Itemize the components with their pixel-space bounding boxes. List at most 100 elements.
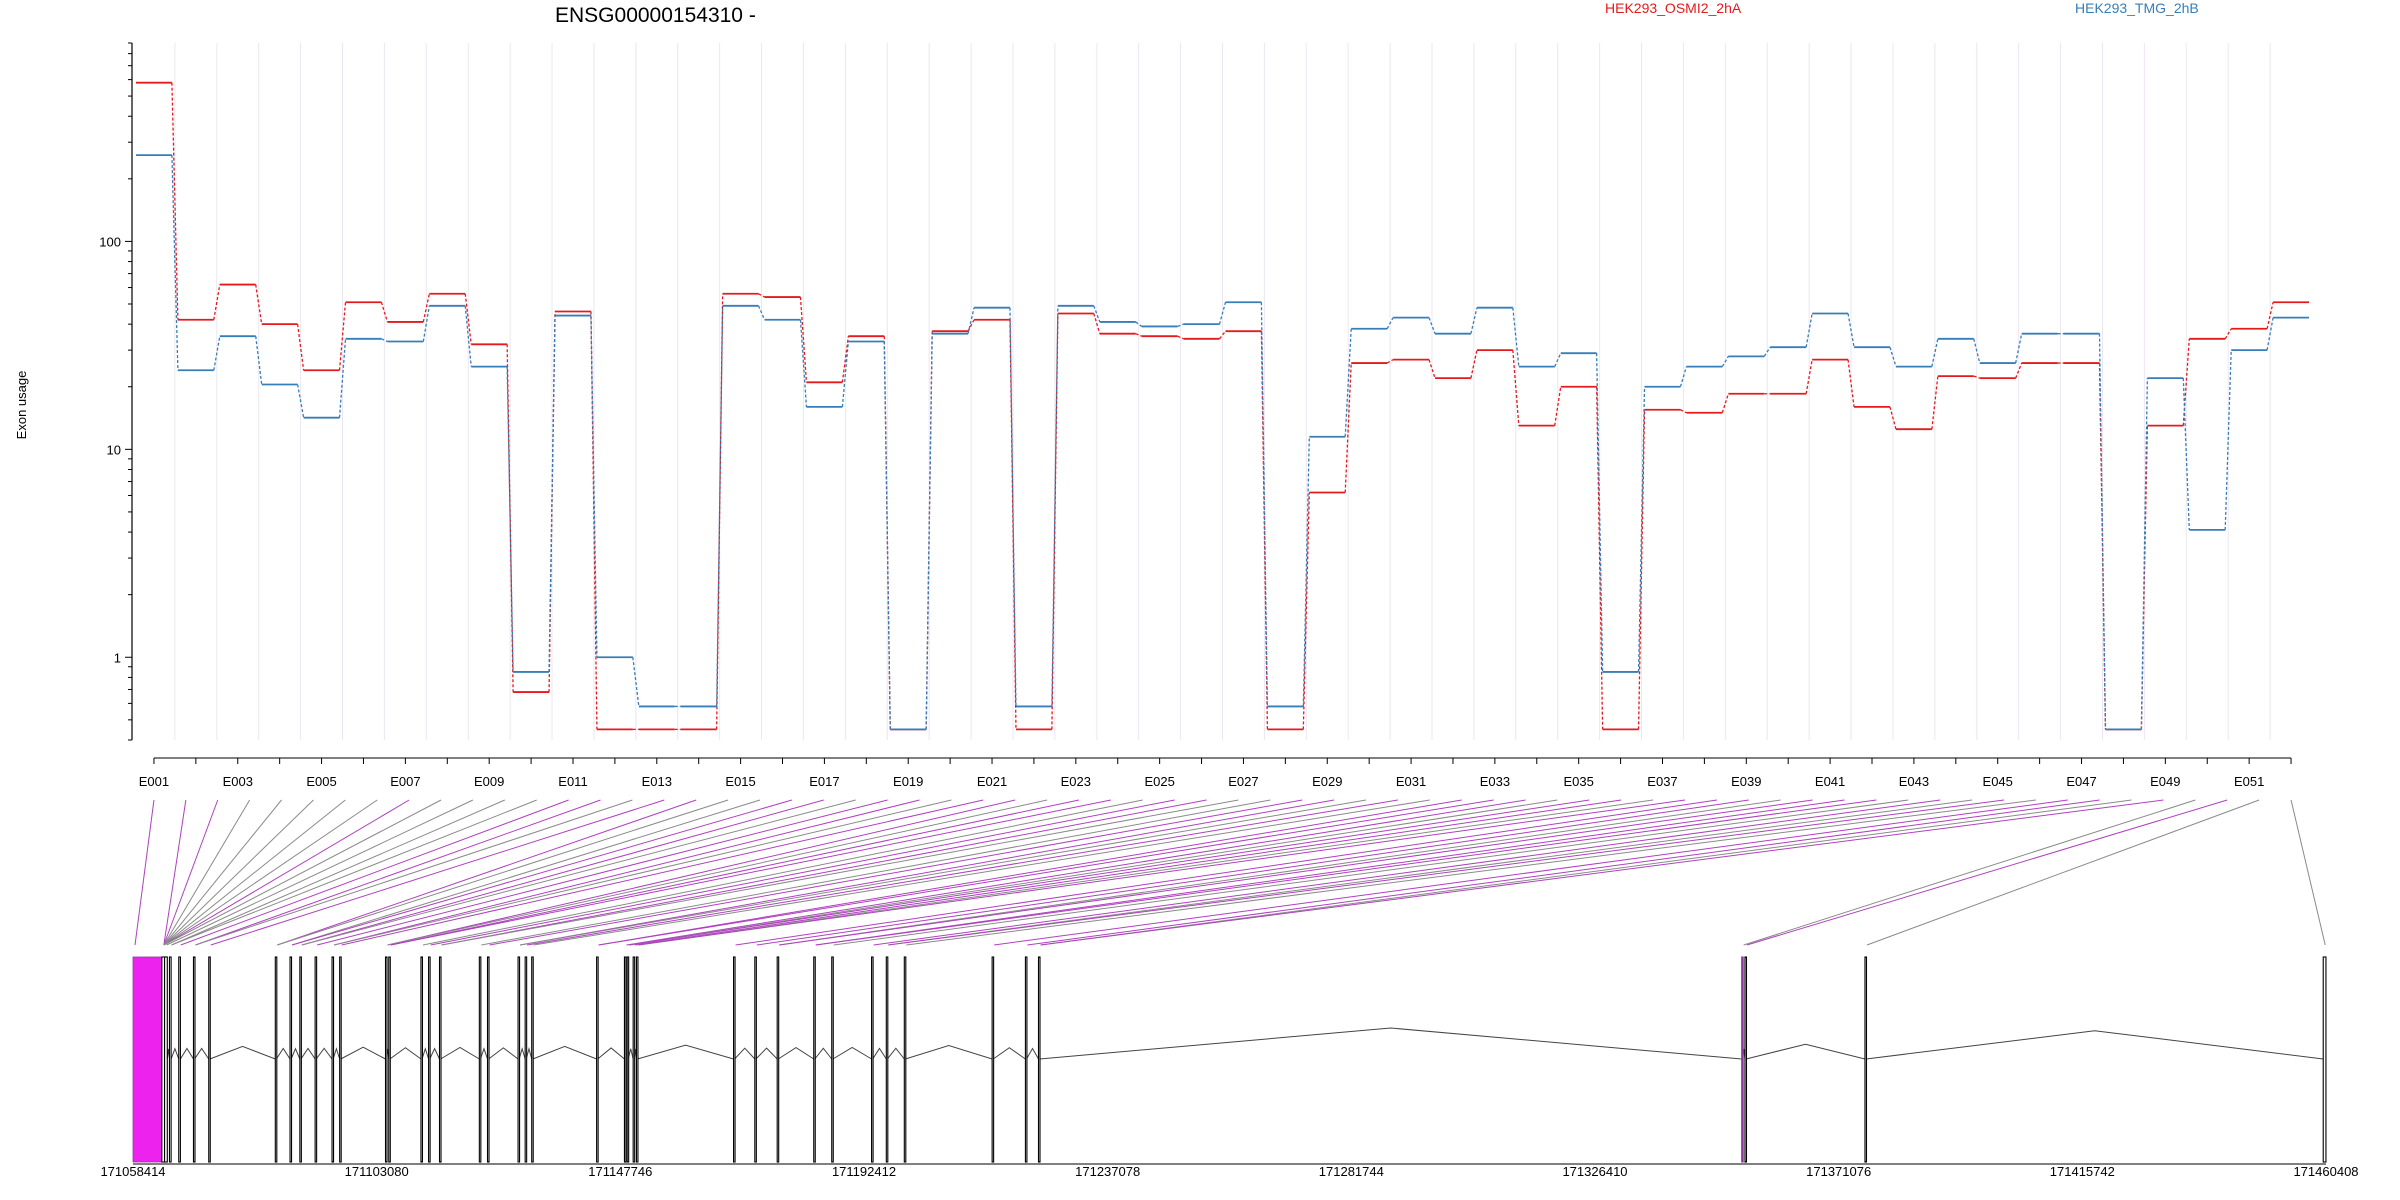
exon-usage-step: [716, 293, 724, 730]
exon-connector: [481, 799, 1271, 946]
x-tick-label: E051: [2234, 774, 2264, 789]
intron: [290, 1047, 301, 1060]
exon-usage-step: [925, 333, 933, 730]
legend-tmg: HEK293_TMG_2hB: [2075, 0, 2199, 16]
x-tick-label: E029: [1312, 774, 1342, 789]
intron: [194, 1047, 210, 1060]
exon-connector: [833, 799, 1909, 946]
intron: [1039, 1027, 1742, 1060]
exon-connector: [163, 799, 442, 946]
exon-usage-step: [590, 315, 598, 658]
genome-axis: 171058414 171103080 171147746 171192412 1712…: [100, 1163, 2359, 1179]
exon-connector: [1746, 799, 2228, 946]
intron: [209, 1045, 276, 1060]
intron: [332, 1047, 341, 1060]
exon-connector: [1866, 799, 2260, 946]
exon-connector: [291, 799, 793, 946]
exon-connector: [873, 799, 1941, 946]
exon-usage-step: [296, 384, 305, 418]
exon-connector: [815, 799, 1877, 946]
exon-connector: [2290, 799, 2326, 946]
exon-connector: [635, 799, 1622, 946]
exon-connector: [430, 799, 1175, 946]
exon-box: [623, 956, 627, 1163]
intron: [479, 1047, 488, 1060]
exon-usage-step: [1931, 376, 1939, 430]
x-tick-label: E001: [139, 774, 169, 789]
intron: [488, 1047, 519, 1060]
exon-connector: [441, 799, 1239, 946]
exon-usage-step: [2140, 378, 2149, 730]
exon-connector: [317, 799, 888, 946]
exon-connector: [301, 799, 856, 946]
exon-usage-step: [1805, 359, 1813, 394]
exon-usage-step: [1302, 492, 1310, 730]
exon-connector: [333, 799, 952, 946]
exon-usage-step: [1009, 319, 1017, 730]
exon-usage-step: [1847, 313, 1855, 348]
exon-connector: [210, 799, 665, 946]
intron: [1745, 1043, 1866, 1060]
exon-usage-step: [1512, 350, 1520, 426]
x-tick-label: E047: [2066, 774, 2096, 789]
exon-connector: [171, 799, 537, 946]
genome-tick-label: 171281744: [1319, 1164, 1384, 1179]
genome-tick-label: 171415742: [2050, 1164, 2115, 1179]
exon-box: [339, 956, 342, 1163]
exon-usage-step: [841, 341, 850, 407]
exon-connector: [1027, 799, 2100, 946]
exon-connector: [163, 799, 282, 946]
exon-connector: [195, 799, 633, 946]
genome-tick-label: 171058414: [100, 1164, 165, 1179]
exon-connector: [171, 799, 506, 946]
exon-connector: [291, 799, 761, 946]
exon-usage-step: [1680, 409, 1687, 414]
x-tick-label: E025: [1144, 774, 1174, 789]
exon-connectors: [134, 799, 2326, 946]
exon-usage-step: [1973, 338, 1981, 364]
exon-connector: [756, 799, 1749, 946]
exon-usage-step: [716, 305, 724, 707]
intron: [1866, 1030, 2324, 1060]
intron: [300, 1047, 316, 1060]
x-tick-label: E041: [1815, 774, 1845, 789]
exon-usage-step: [1218, 302, 1227, 325]
exon-usage-step: [1093, 313, 1101, 334]
exon-usage-step: [1637, 386, 1646, 672]
exon-connector: [629, 799, 1590, 946]
intron: [755, 1047, 778, 1060]
genome-tick-label: 171103080: [345, 1164, 409, 1179]
exon-connector: [598, 799, 1462, 946]
intron: [597, 1047, 625, 1060]
exon-usage-step: [338, 338, 347, 418]
intron: [872, 1047, 887, 1060]
exon-connector: [195, 799, 601, 946]
genome-tick-label: 171192412: [832, 1164, 896, 1179]
exon-connector: [735, 799, 1717, 946]
exon-usage-step: [2015, 362, 2023, 379]
exon-connector: [333, 799, 920, 946]
exon-usage-step: [171, 82, 179, 320]
exon-connector: [489, 799, 1303, 946]
exon-usage-step: [464, 305, 472, 367]
exon-connector: [277, 799, 729, 946]
exon-connector: [163, 799, 346, 946]
exon-connector: [638, 799, 1686, 946]
x-tick-label: E003: [223, 774, 253, 789]
exon-usage-step: [1595, 386, 1604, 730]
intron: [518, 1046, 526, 1060]
intron: [389, 1047, 422, 1060]
exon-box: [524, 956, 528, 1163]
exon-box: [991, 956, 995, 1163]
intron: [315, 1047, 333, 1060]
legend-osmi2: HEK293_OSMI2_2hA: [1605, 0, 1742, 16]
exon-box: [274, 956, 278, 1163]
exon-box: [208, 956, 211, 1163]
exon-box: [626, 956, 630, 1163]
x-tick-label: E019: [893, 774, 923, 789]
exon-connector: [1743, 799, 2196, 946]
y-axis-label: Exon usage: [14, 371, 29, 440]
exon-usage-step: [1805, 313, 1813, 348]
exon-box: [776, 956, 780, 1163]
